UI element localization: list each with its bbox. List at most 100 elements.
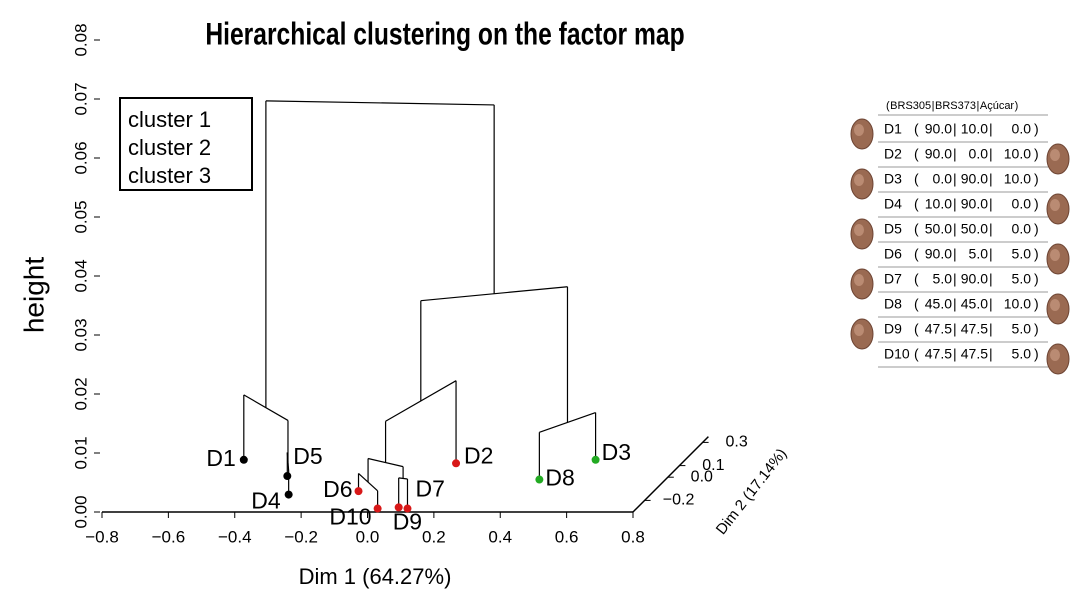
x-tick-label: 0.0 <box>356 527 380 546</box>
row-label: D10 <box>884 346 910 362</box>
z-axis <box>632 436 709 513</box>
cell-value: 45.0 <box>961 296 988 312</box>
x-tick-label: −0.6 <box>152 527 186 546</box>
sep: ( <box>914 196 919 212</box>
table-header: BRS305 <box>890 100 931 112</box>
x-tick-label: 0.6 <box>555 527 579 546</box>
cell-value: 0.0 <box>1012 196 1032 212</box>
row-label: D4 <box>884 196 902 212</box>
row-label: D3 <box>884 171 902 187</box>
point-label: D4 <box>251 488 281 514</box>
cell-value: 90.0 <box>925 146 952 162</box>
table-header: BRS373 <box>935 100 976 112</box>
table-header: ) <box>1015 100 1019 112</box>
sample-image-highlight <box>854 174 864 186</box>
cell-value: 10.0 <box>925 196 952 212</box>
cell-value: 50.0 <box>961 221 988 237</box>
sep: | <box>989 196 993 212</box>
cell-value: 5.0 <box>969 246 989 262</box>
point-label: D9 <box>393 508 422 534</box>
sep: | <box>953 246 957 262</box>
sep: ( <box>914 146 919 162</box>
cell-value: 47.5 <box>925 321 952 337</box>
sep: ) <box>1034 271 1039 287</box>
cell-value: 5.0 <box>1012 246 1032 262</box>
sep: | <box>989 221 993 237</box>
sep: | <box>953 271 957 287</box>
cell-value: 90.0 <box>925 246 952 262</box>
cell-value: 0.0 <box>933 171 953 187</box>
cell-value: 90.0 <box>961 271 988 287</box>
cell-value: 47.5 <box>925 346 952 362</box>
row-label: D9 <box>884 321 902 337</box>
dendrogram-link <box>265 100 495 106</box>
y-tick-label: 0.00 <box>71 495 90 528</box>
cell-value: 47.5 <box>961 346 988 362</box>
y-tick-label: 0.07 <box>71 82 90 115</box>
cell-value: 90.0 <box>925 121 952 137</box>
x-tick-label: −0.8 <box>85 527 119 546</box>
cell-value: 10.0 <box>961 121 988 137</box>
sample-image-highlight <box>854 324 864 336</box>
sep: ( <box>914 271 919 287</box>
sep: ( <box>914 346 919 362</box>
dendrogram-link <box>367 457 404 468</box>
y-tick-label: 0.04 <box>71 259 90 292</box>
point-label: D2 <box>464 442 493 468</box>
cell-value: 5.0 <box>1012 321 1032 337</box>
point-label: D1 <box>206 445 235 471</box>
point <box>452 459 461 468</box>
y-tick-label: 0.01 <box>71 436 90 469</box>
cell-value: 50.0 <box>925 221 952 237</box>
cell-value: 10.0 <box>1004 146 1031 162</box>
sample-image-highlight <box>1050 349 1060 361</box>
y-tick-label: 0.08 <box>71 23 90 56</box>
sep: | <box>953 321 957 337</box>
y-axis-label: height <box>18 257 49 334</box>
point <box>535 475 544 484</box>
cell-value: 90.0 <box>961 171 988 187</box>
table-header: | <box>932 100 935 112</box>
sample-image-highlight <box>854 224 864 236</box>
cell-value: 5.0 <box>1012 346 1032 362</box>
y-tick-label: 0.02 <box>71 377 90 410</box>
legend-entry: cluster 2 <box>128 135 211 160</box>
sample-image-highlight <box>1050 149 1060 161</box>
row-label: D6 <box>884 246 902 262</box>
point-label: D7 <box>415 476 444 502</box>
point-label: D5 <box>293 443 322 469</box>
z-tick-label: 0.0 <box>691 468 713 485</box>
sep: | <box>953 121 957 137</box>
sep: | <box>989 271 993 287</box>
cell-value: 5.0 <box>1012 271 1032 287</box>
sep: | <box>953 346 957 362</box>
sep: | <box>989 321 993 337</box>
sep: | <box>953 196 957 212</box>
x-axis-label: Dim 1 (64.27%) <box>299 564 452 589</box>
sep: ( <box>914 296 919 312</box>
sample-image-highlight <box>1050 199 1060 211</box>
sep: | <box>989 246 993 262</box>
point <box>394 503 403 512</box>
sample-image-highlight <box>854 124 864 136</box>
cell-value: 90.0 <box>961 196 988 212</box>
sep: ) <box>1034 171 1039 187</box>
dendrogram-link <box>539 412 596 433</box>
sep: | <box>989 171 993 187</box>
z-tick-label: −0.2 <box>663 492 695 509</box>
sep: ) <box>1034 296 1039 312</box>
cell-value: 10.0 <box>1004 296 1031 312</box>
point <box>354 487 363 496</box>
cell-value: 47.5 <box>961 321 988 337</box>
sample-images <box>850 118 1070 375</box>
legend-entry: cluster 3 <box>128 163 211 188</box>
x-tick-label: −0.2 <box>284 527 318 546</box>
sep: ) <box>1034 246 1039 262</box>
cell-value: 5.0 <box>933 271 953 287</box>
legend-box <box>119 97 253 191</box>
table-header: | <box>977 100 980 112</box>
point <box>373 504 382 513</box>
y-tick-label: 0.03 <box>71 318 90 351</box>
row-label: D8 <box>884 296 902 312</box>
